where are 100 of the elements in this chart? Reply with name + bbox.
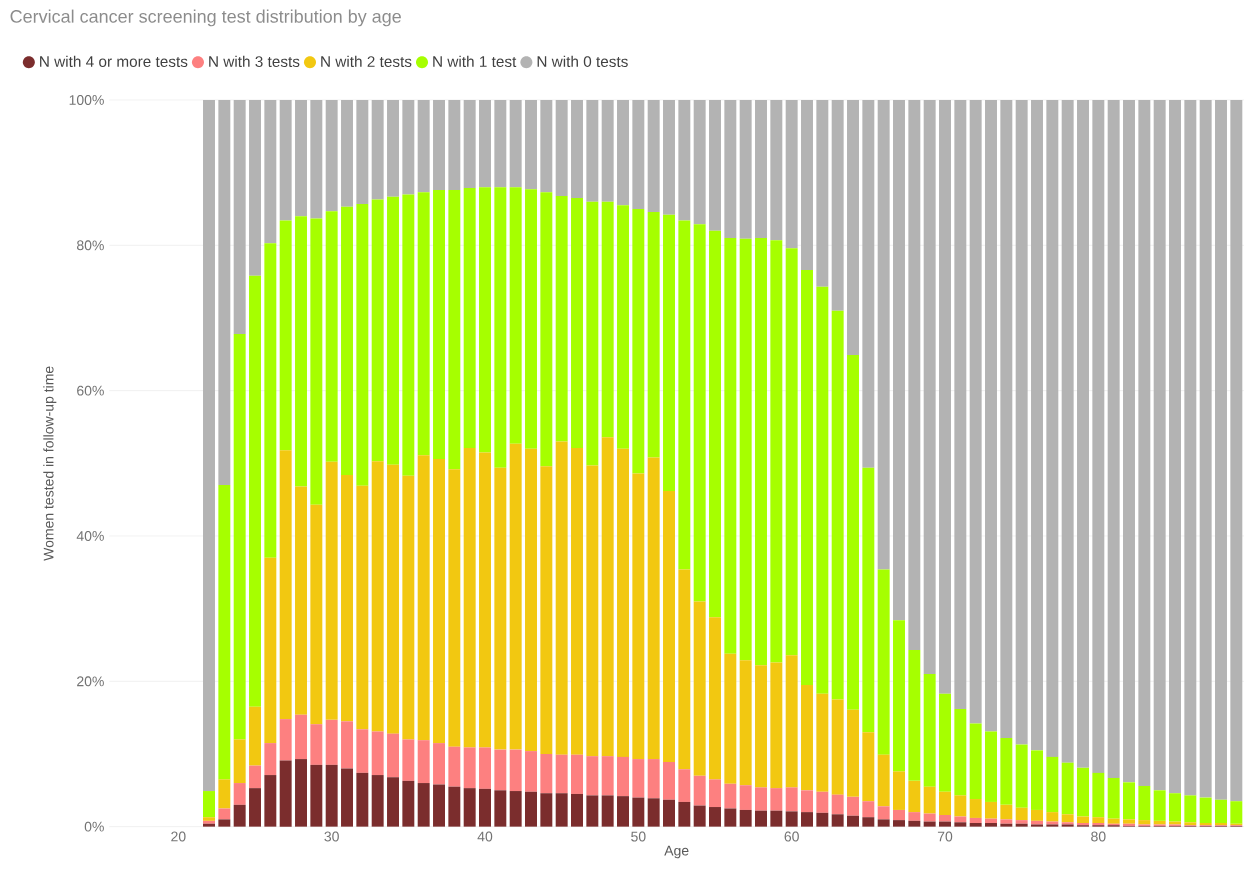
- bar: [249, 99, 261, 276]
- bar: [1000, 738, 1013, 805]
- x-tick-label: 30: [324, 831, 339, 842]
- bar: [555, 195, 568, 442]
- bar: [801, 684, 813, 791]
- bar: [831, 794, 844, 815]
- bar: [739, 660, 752, 786]
- bar: [985, 823, 997, 827]
- bar: [279, 450, 292, 720]
- x-tick-label: 60: [784, 831, 799, 842]
- bar: [770, 240, 783, 663]
- bar: [1015, 744, 1028, 808]
- bar: [1046, 756, 1059, 813]
- bar: [908, 99, 921, 651]
- bar: [647, 798, 660, 827]
- bar: [463, 788, 476, 827]
- bar: [693, 775, 706, 806]
- bar: [1138, 820, 1151, 825]
- bar: [463, 187, 476, 449]
- bar: [785, 655, 798, 788]
- bar: [586, 795, 599, 827]
- bar: [693, 99, 706, 225]
- bar: [525, 448, 537, 752]
- bar: [1123, 782, 1135, 820]
- bar: [555, 754, 568, 794]
- legend-label: N with 1 test: [433, 55, 517, 67]
- bar: [540, 466, 553, 754]
- bar: [954, 822, 967, 827]
- bar: [295, 216, 307, 487]
- bar: [647, 99, 660, 212]
- y-tick-label: 40%: [76, 531, 104, 541]
- bar: [509, 791, 522, 827]
- chart-title: Cervical cancer screening test distribution by age: [10, 9, 401, 27]
- bar: [601, 99, 614, 202]
- bar: [356, 99, 369, 204]
- bar: [509, 187, 522, 444]
- bar: [709, 230, 721, 618]
- bar: [479, 452, 491, 748]
- bar: [739, 809, 752, 827]
- bar: [954, 99, 967, 709]
- bar: [923, 821, 936, 827]
- x-tick-label: 80: [1091, 831, 1106, 842]
- bar: [663, 214, 675, 491]
- bar: [1138, 785, 1151, 821]
- bar: [617, 448, 629, 757]
- bar: [433, 784, 445, 827]
- bar: [785, 787, 798, 812]
- bar: [387, 777, 399, 827]
- bar: [923, 813, 936, 822]
- bar: [295, 714, 307, 760]
- bar: [1000, 823, 1013, 827]
- bar: [739, 99, 752, 239]
- bar: [371, 199, 384, 462]
- bar: [571, 754, 583, 794]
- x-tick-label: 50: [631, 831, 646, 842]
- bar: [310, 218, 323, 505]
- bar: [371, 775, 384, 827]
- bar: [632, 797, 645, 827]
- bar: [939, 693, 951, 792]
- bar: [341, 206, 353, 475]
- bar: [816, 812, 829, 827]
- bar: [279, 719, 292, 761]
- bar: [678, 99, 691, 221]
- legend-label: N with 0 tests: [537, 55, 628, 67]
- bar: [203, 791, 215, 818]
- bar: [479, 788, 491, 827]
- bar: [847, 99, 859, 356]
- bar: [724, 99, 737, 239]
- bar: [509, 443, 522, 750]
- bar: [264, 743, 277, 776]
- bar: [341, 99, 353, 207]
- bar: [233, 783, 246, 805]
- bar: [571, 99, 583, 199]
- bar: [233, 99, 246, 334]
- bar: [218, 819, 231, 827]
- y-tick-label: 20%: [77, 676, 104, 687]
- bar: [540, 99, 553, 193]
- bar: [923, 786, 936, 814]
- bar: [693, 805, 706, 827]
- bar: [632, 99, 645, 209]
- bar: [555, 441, 568, 755]
- x-tick-label: 70: [937, 831, 953, 842]
- bar: [1031, 824, 1043, 827]
- bar: [831, 99, 844, 311]
- bar: [893, 809, 905, 821]
- y-tick-label: 100%: [69, 95, 104, 105]
- bar: [310, 764, 323, 827]
- bar: [1169, 793, 1181, 822]
- bar: [264, 775, 277, 827]
- bar: [755, 787, 767, 811]
- bar: [893, 820, 905, 827]
- bar: [801, 99, 813, 271]
- bar: [1015, 99, 1028, 745]
- bar: [1000, 99, 1013, 738]
- bar: [632, 473, 645, 760]
- bar: [325, 719, 338, 765]
- bar: [371, 461, 384, 732]
- bar: [1077, 816, 1089, 824]
- legend-label: N with 2 tests: [321, 55, 412, 67]
- bar: [1031, 99, 1043, 751]
